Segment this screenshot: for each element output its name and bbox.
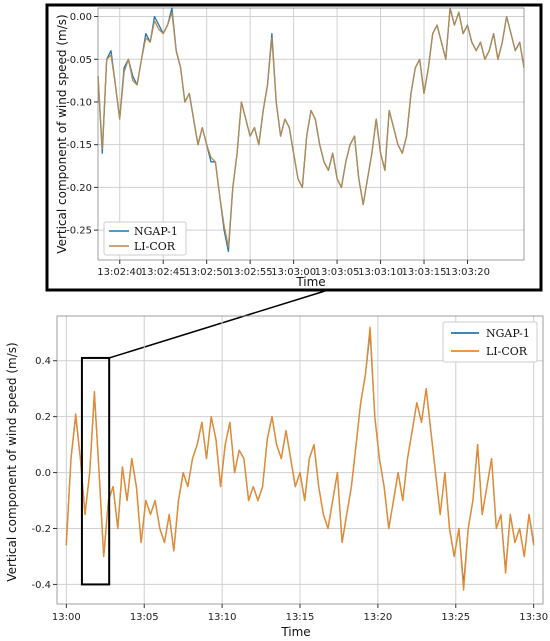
main-x-tick-label: 13:10 xyxy=(208,612,237,623)
inset-x-tick-label: 13:02:50 xyxy=(184,267,229,278)
inset-plot-area xyxy=(97,7,525,261)
inset-x-tick-label: 13:03:05 xyxy=(315,267,360,278)
inset-y-axis-label: Vertical component of wind speed (m/s) xyxy=(55,14,69,253)
main-x-tick-label: 13:05 xyxy=(130,612,159,623)
inset-y-tick-label: -0.20 xyxy=(66,183,92,194)
main-series-licor-line xyxy=(65,326,535,591)
main-x-tick-label: 13:30 xyxy=(519,612,548,623)
main-legend: NGAP-1 LI-COR xyxy=(442,321,538,363)
main-legend-box xyxy=(442,321,538,363)
inset-x-tick-label: 13:03:00 xyxy=(271,267,316,278)
zoom-connector-line xyxy=(108,290,326,359)
main-y-tick-label: 0.4 xyxy=(35,356,51,367)
inset-y-tick-label: -0.15 xyxy=(66,140,92,151)
main-y-ticks: 0.4 0.2 0.0 -0.2 -0.4 xyxy=(31,356,57,591)
main-y-axis-label: Vertical component of wind speed (m/s) xyxy=(5,342,19,581)
main-legend-label-licor: LI-COR xyxy=(486,345,528,358)
inset-y-ticks: 0.00 -0.05 -0.10 -0.15 -0.20 -0.25 xyxy=(66,12,98,237)
inset-x-tick-label: 13:03:15 xyxy=(402,267,447,278)
inset-y-tick-label: -0.10 xyxy=(66,97,92,108)
main-x-axis-label: Time xyxy=(280,625,310,639)
inset-x-axis-label: Time xyxy=(295,275,325,289)
inset-x-tick-label: 13:02:40 xyxy=(97,267,142,278)
inset-chart: 13:02:4013:02:4513:02:5013:02:5513:03:00… xyxy=(55,7,525,289)
main-y-tick-label: -0.2 xyxy=(31,524,51,535)
inset-x-tick-label: 13:02:45 xyxy=(141,267,186,278)
inset-legend-label-ngap: NGAP-1 xyxy=(134,225,178,238)
inset-y-tick-label: 0.00 xyxy=(70,12,92,23)
main-x-tick-label: 13:15 xyxy=(286,612,315,623)
main-series xyxy=(65,326,535,591)
zoom-window-box xyxy=(80,356,111,586)
main-x-tick-label: 13:00 xyxy=(52,612,81,623)
inset-x-ticks: 13:02:4013:02:4513:02:5013:02:5513:03:00… xyxy=(97,260,490,278)
main-x-tick-label: 13:25 xyxy=(441,612,470,623)
inset-y-tick-label: -0.25 xyxy=(66,226,92,237)
main-y-tick-label: 0.0 xyxy=(35,468,51,479)
main-chart: 13:00 13:05 13:10 13:15 13:20 13:25 13:30 0.40… xyxy=(5,315,548,639)
inset-legend-label-licor: LI-COR xyxy=(134,240,176,253)
inset-x-tick-label: 13:03:10 xyxy=(358,267,403,278)
inset-x-tick-label: 13:03:20 xyxy=(445,267,490,278)
inset-series xyxy=(97,7,525,253)
main-legend-label-ngap: NGAP-1 xyxy=(486,327,530,340)
inset-y-tick-label: -0.05 xyxy=(66,55,92,66)
inset-grid xyxy=(98,8,524,260)
main-x-tick-label: 13:20 xyxy=(363,612,392,623)
inset-series-licor-line xyxy=(97,7,525,248)
inset-legend: NGAP-1 LI-COR xyxy=(103,221,187,256)
main-x-ticks: 13:00 13:05 13:10 13:15 13:20 13:25 13:30 xyxy=(52,604,548,623)
main-y-tick-label: -0.4 xyxy=(31,580,51,591)
main-y-tick-label: 0.2 xyxy=(35,412,51,423)
inset-x-tick-label: 13:02:55 xyxy=(228,267,273,278)
